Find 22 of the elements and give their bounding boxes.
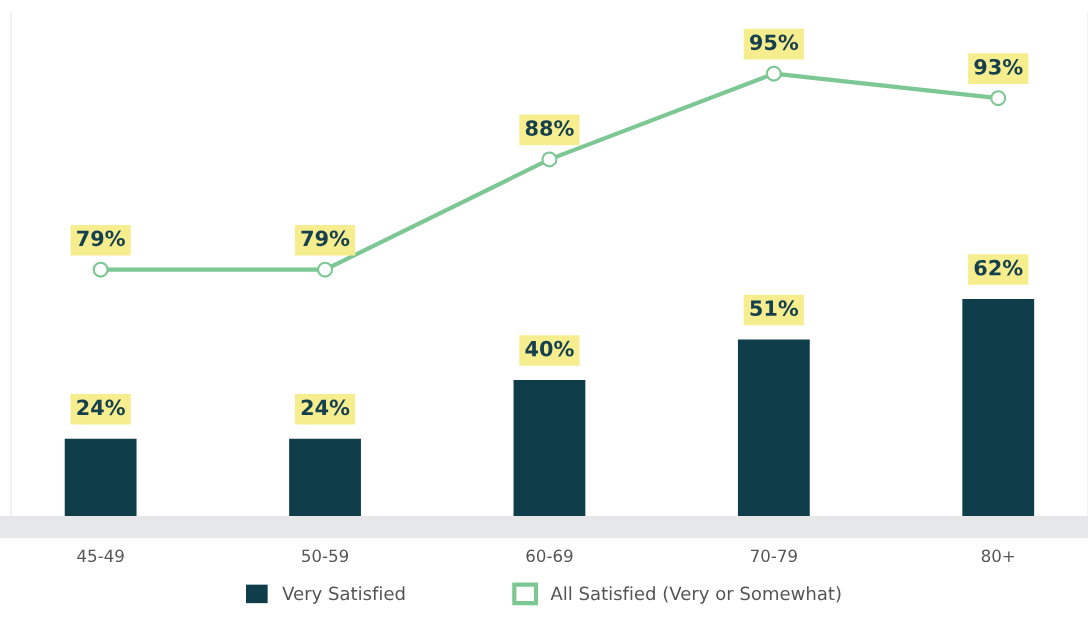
data-label: 88% <box>525 120 574 136</box>
legend-label: All Satisfied (Very or Somewhat) <box>550 586 841 604</box>
point <box>317 261 334 278</box>
data-label: 79% <box>77 230 125 247</box>
legend-label: Very Satisfied <box>282 586 405 604</box>
point <box>92 261 109 278</box>
point <box>541 151 558 168</box>
data-label: 93% <box>974 58 1023 75</box>
data-label: 62% <box>974 259 1023 276</box>
x-tick-label: 45-49 <box>77 549 124 563</box>
data-label: 51% <box>750 300 799 317</box>
x-tick-label: 50-59 <box>302 549 349 563</box>
data-label: 40% <box>525 340 574 357</box>
x-tick-label: 70-79 <box>750 549 797 563</box>
data-label: 24% <box>301 399 350 416</box>
point <box>765 65 782 82</box>
data-label: 95% <box>749 34 799 51</box>
x-tick-label: 80+ <box>981 549 1015 563</box>
x-tick-label: 60-69 <box>526 549 573 563</box>
data-label: 79% <box>301 230 350 247</box>
point <box>990 90 1007 107</box>
data-label: 24% <box>77 399 125 416</box>
